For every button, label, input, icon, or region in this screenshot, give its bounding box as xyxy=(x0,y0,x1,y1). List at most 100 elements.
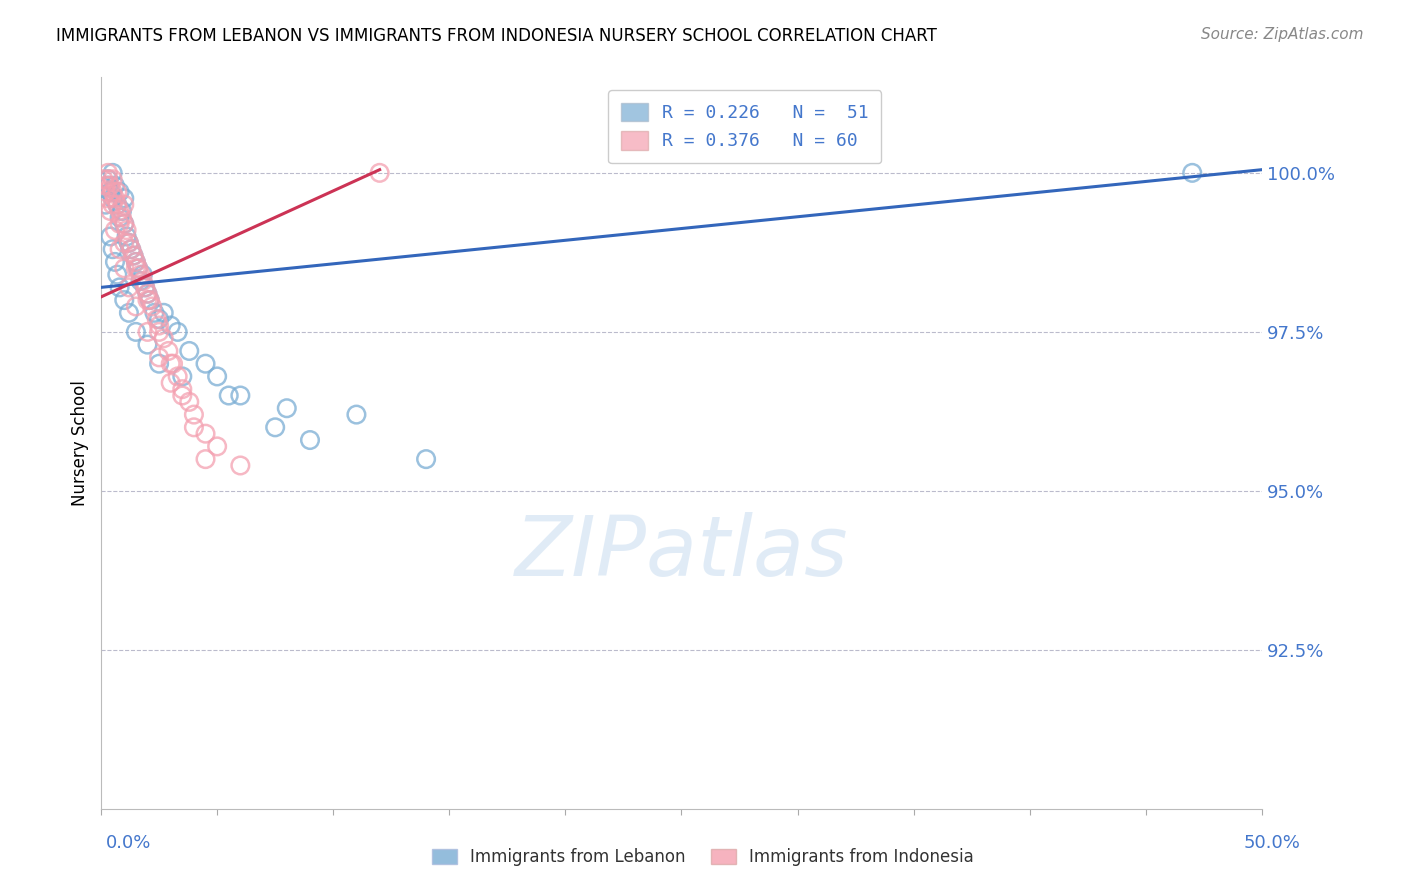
Point xyxy=(172,369,194,384)
Point xyxy=(105,268,128,282)
Point xyxy=(148,312,170,326)
Point xyxy=(1181,166,1204,180)
Point xyxy=(93,172,115,186)
Point xyxy=(205,369,228,384)
Text: Source: ZipAtlas.com: Source: ZipAtlas.com xyxy=(1201,27,1364,42)
Point xyxy=(157,343,180,358)
Point xyxy=(159,376,181,390)
Point xyxy=(94,185,117,199)
Point xyxy=(112,217,135,231)
Point xyxy=(118,235,141,250)
Point xyxy=(129,268,152,282)
Point xyxy=(139,293,162,307)
Point xyxy=(125,325,148,339)
Point xyxy=(101,172,124,186)
Point xyxy=(179,343,201,358)
Legend: R = 0.226   N =  51, R = 0.376   N = 60: R = 0.226 N = 51, R = 0.376 N = 60 xyxy=(607,90,882,163)
Point xyxy=(172,382,194,396)
Point xyxy=(112,235,135,250)
Point xyxy=(172,388,194,402)
Point xyxy=(98,204,121,219)
Point xyxy=(129,274,152,288)
Point xyxy=(118,306,141,320)
Point xyxy=(218,388,240,402)
Point xyxy=(132,274,155,288)
Point xyxy=(98,229,121,244)
Point xyxy=(148,351,170,365)
Point xyxy=(166,369,188,384)
Legend: Immigrants from Lebanon, Immigrants from Indonesia: Immigrants from Lebanon, Immigrants from… xyxy=(423,840,983,875)
Point xyxy=(97,172,120,186)
Point xyxy=(97,191,120,205)
Point xyxy=(194,357,217,371)
Point xyxy=(104,191,127,205)
Point xyxy=(115,229,138,244)
Point xyxy=(120,242,142,256)
Point xyxy=(108,280,131,294)
Point xyxy=(112,261,135,276)
Point xyxy=(229,458,252,473)
Point xyxy=(101,197,124,211)
Point xyxy=(136,293,159,307)
Point xyxy=(148,318,170,333)
Point xyxy=(94,178,117,193)
Point xyxy=(136,286,159,301)
Point xyxy=(108,242,131,256)
Point xyxy=(108,204,131,219)
Point xyxy=(101,185,124,199)
Point xyxy=(145,312,167,326)
Point xyxy=(229,388,252,402)
Point xyxy=(136,337,159,351)
Point xyxy=(194,426,217,441)
Point xyxy=(136,325,159,339)
Point xyxy=(120,242,142,256)
Point xyxy=(183,420,205,434)
Point xyxy=(97,172,120,186)
Point xyxy=(368,166,391,180)
Point xyxy=(134,280,156,294)
Point xyxy=(346,408,368,422)
Point xyxy=(97,166,120,180)
Point xyxy=(136,286,159,301)
Point xyxy=(108,211,131,225)
Point xyxy=(179,395,201,409)
Text: 0.0%: 0.0% xyxy=(105,834,150,852)
Point xyxy=(97,178,120,193)
Point xyxy=(194,452,217,467)
Point xyxy=(125,255,148,269)
Point xyxy=(104,178,127,193)
Point xyxy=(108,217,131,231)
Point xyxy=(101,191,124,205)
Point xyxy=(166,325,188,339)
Point xyxy=(132,268,155,282)
Point xyxy=(125,300,148,314)
Point xyxy=(125,255,148,269)
Point xyxy=(183,408,205,422)
Point xyxy=(148,357,170,371)
Point xyxy=(415,452,437,467)
Point xyxy=(108,185,131,199)
Point xyxy=(134,280,156,294)
Point xyxy=(122,249,145,263)
Point xyxy=(276,401,298,416)
Point xyxy=(162,357,184,371)
Point xyxy=(159,318,181,333)
Point xyxy=(152,331,174,345)
Point xyxy=(94,197,117,211)
Point xyxy=(104,255,127,269)
Point xyxy=(112,191,135,205)
Point xyxy=(112,197,135,211)
Point xyxy=(112,217,135,231)
Point xyxy=(98,178,121,193)
Point xyxy=(105,185,128,199)
Point xyxy=(105,197,128,211)
Point xyxy=(298,433,321,447)
Text: ZIPatlas: ZIPatlas xyxy=(515,513,848,593)
Point xyxy=(264,420,287,434)
Text: IMMIGRANTS FROM LEBANON VS IMMIGRANTS FROM INDONESIA NURSERY SCHOOL CORRELATION : IMMIGRANTS FROM LEBANON VS IMMIGRANTS FR… xyxy=(56,27,938,45)
Point xyxy=(152,306,174,320)
Point xyxy=(139,293,162,307)
Point xyxy=(101,166,124,180)
Point xyxy=(125,261,148,276)
Point xyxy=(118,235,141,250)
